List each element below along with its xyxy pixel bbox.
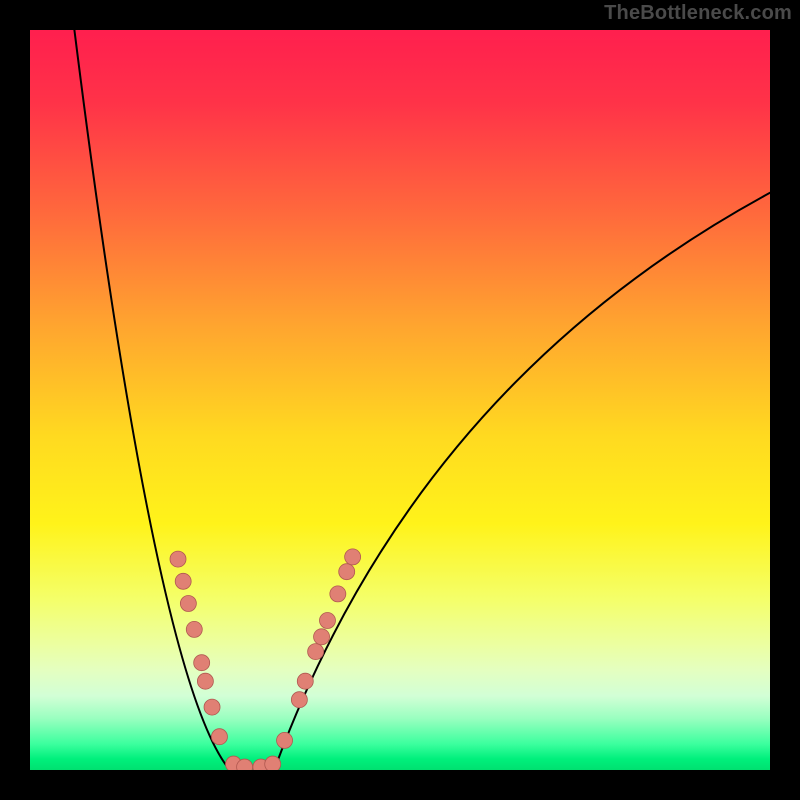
data-marker [265, 756, 281, 770]
data-marker [186, 621, 202, 637]
data-marker [180, 596, 196, 612]
chart-frame: TheBottleneck.com [0, 0, 800, 800]
gradient-background [30, 30, 770, 770]
data-marker [194, 655, 210, 671]
data-marker [175, 573, 191, 589]
data-marker [204, 699, 220, 715]
data-marker [330, 586, 346, 602]
attribution-text: TheBottleneck.com [604, 2, 792, 25]
plot-svg [30, 30, 770, 770]
data-marker [345, 549, 361, 565]
data-marker [277, 732, 293, 748]
data-marker [291, 692, 307, 708]
data-marker [314, 629, 330, 645]
data-marker [297, 673, 313, 689]
data-marker [319, 613, 335, 629]
data-marker [339, 564, 355, 580]
data-marker [211, 729, 227, 745]
data-marker [308, 644, 324, 660]
data-marker [170, 551, 186, 567]
data-marker [197, 673, 213, 689]
plot-area [30, 30, 770, 770]
